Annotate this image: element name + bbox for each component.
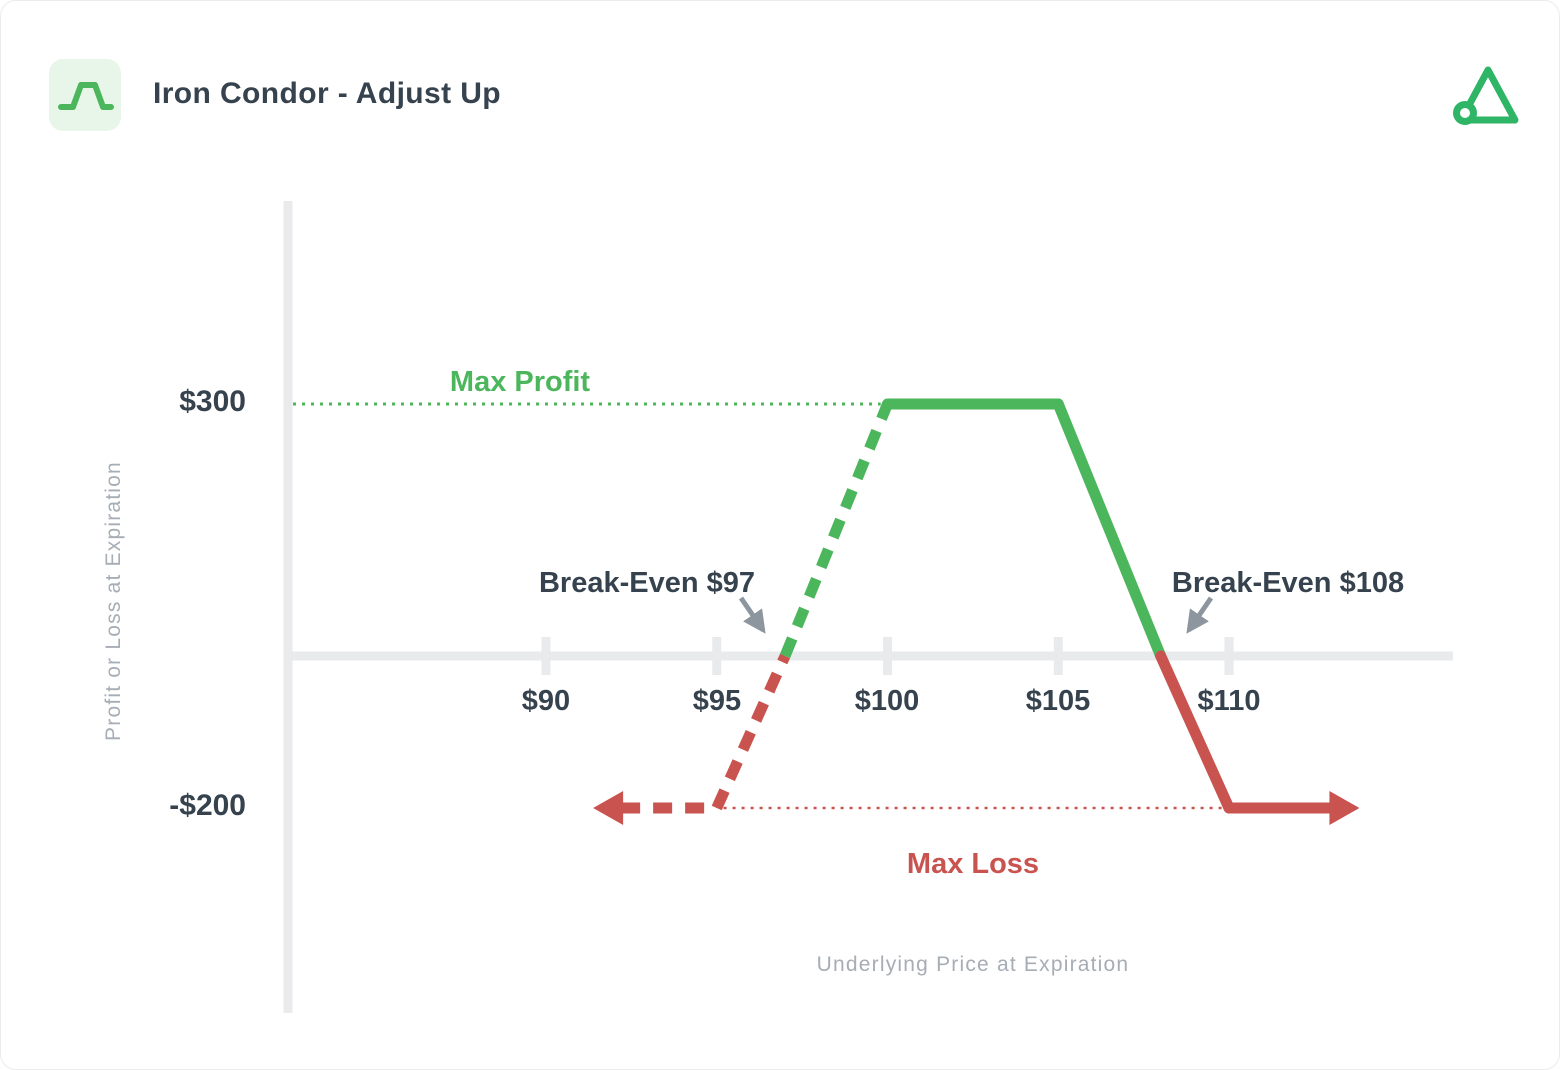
payoff-arrowhead-left (593, 791, 624, 825)
x-axis-title: Underlying Price at Expiration (816, 953, 1130, 976)
break-even-label-right: Break-Even $108 (1171, 567, 1405, 599)
y-tick-label-300: $300 (179, 385, 246, 418)
payoff-segment (779, 401, 893, 659)
payoff-segment (1052, 398, 1167, 662)
x-tick-label-110: $110 (1197, 685, 1261, 717)
page-title: Iron Condor - Adjust Up (153, 77, 502, 110)
x-tick-label-105: $105 (1025, 685, 1091, 717)
break-even-label-left: Break-Even $97 (538, 567, 756, 599)
payoff-segment (711, 653, 791, 811)
y-axis-title: Profit or Loss at Expiration (102, 461, 125, 741)
payoff-segment (1155, 650, 1235, 814)
break-even-pointer-right-arrow (1186, 596, 1214, 634)
max-profit-label: Max Profit (449, 366, 591, 398)
break-even-pointer-left-arrow (738, 596, 766, 634)
brand-logo (1445, 55, 1527, 137)
x-tick-label-90: $90 (521, 685, 571, 717)
header-icon (49, 59, 121, 131)
x-tick-label-95: $95 (692, 685, 742, 717)
payoff-arrowhead-right (1329, 791, 1360, 825)
brand-logo-icon (1453, 66, 1519, 125)
x-tick-label-100: $100 (854, 685, 920, 717)
max-loss-label: Max Loss (906, 848, 1040, 880)
y-tick-label-neg200: -$200 (169, 789, 246, 822)
condor-payoff-icon (58, 82, 114, 110)
